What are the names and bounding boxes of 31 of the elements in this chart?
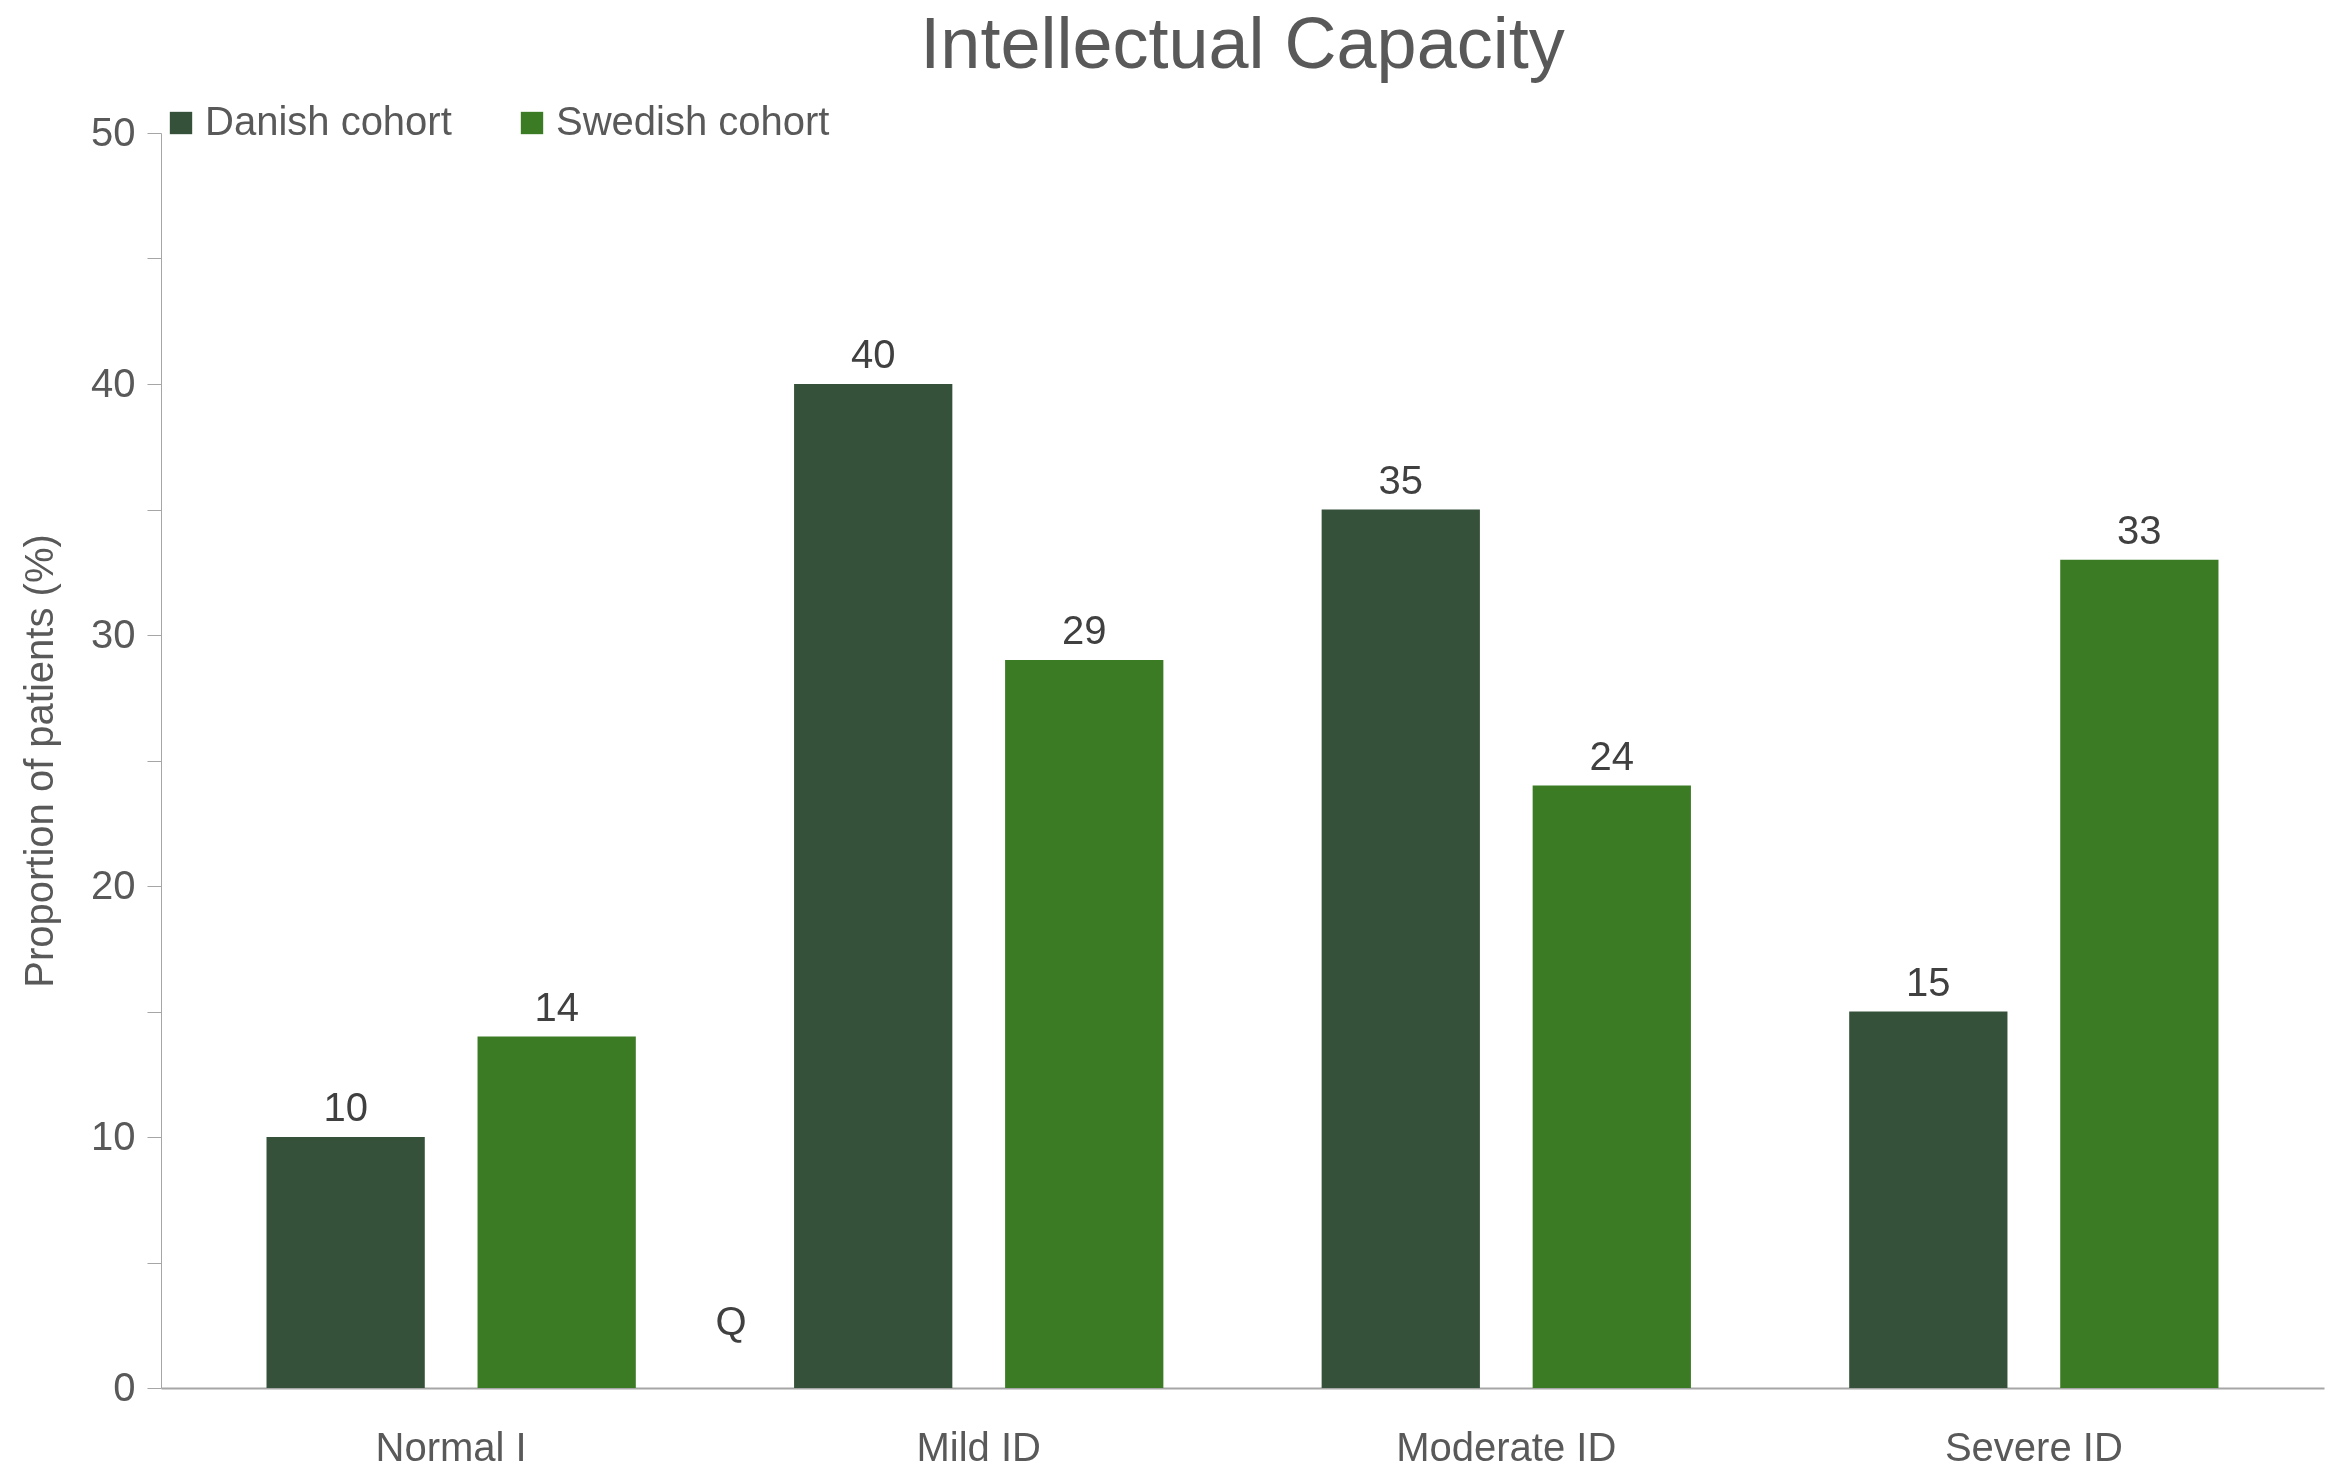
data-label: 40 bbox=[850, 332, 896, 376]
data-label: 29 bbox=[1061, 608, 1107, 653]
annotation: Q bbox=[715, 1299, 747, 1343]
x-tick-label: Moderate ID bbox=[1396, 1424, 1617, 1469]
y-tick-label: 20 bbox=[91, 862, 136, 907]
bar bbox=[2060, 559, 2219, 1388]
bar bbox=[1849, 1011, 2008, 1388]
data-label: 15 bbox=[1906, 959, 1951, 1004]
bar bbox=[1005, 660, 1164, 1388]
bar bbox=[1532, 785, 1691, 1388]
data-label: 14 bbox=[534, 984, 579, 1029]
y-tick-label: 0 bbox=[113, 1364, 136, 1409]
y-tick-label: 30 bbox=[91, 611, 136, 656]
legend-label: Danish cohort bbox=[205, 99, 452, 143]
data-label: 35 bbox=[1378, 457, 1424, 502]
x-tick-label: Normal I bbox=[375, 1424, 527, 1469]
x-tick-label: Mild ID bbox=[916, 1424, 1041, 1469]
bar bbox=[1321, 509, 1480, 1388]
y-tick-label: 50 bbox=[91, 109, 136, 154]
bar bbox=[477, 1036, 636, 1388]
data-label: 10 bbox=[323, 1085, 368, 1129]
legend-label: Swedish cohort bbox=[556, 99, 830, 143]
y-axis-title: Proportion of patients (%) bbox=[17, 534, 62, 988]
bar bbox=[266, 1137, 425, 1388]
bar bbox=[794, 384, 953, 1388]
chart-title: Intellectual Capacity bbox=[920, 3, 1565, 83]
y-tick-label: 10 bbox=[91, 1113, 136, 1158]
x-tick-label: Severe ID bbox=[1944, 1424, 2123, 1469]
y-tick-label: 40 bbox=[91, 360, 136, 405]
data-label: 33 bbox=[2117, 507, 2162, 552]
data-label: 24 bbox=[1589, 733, 1635, 778]
